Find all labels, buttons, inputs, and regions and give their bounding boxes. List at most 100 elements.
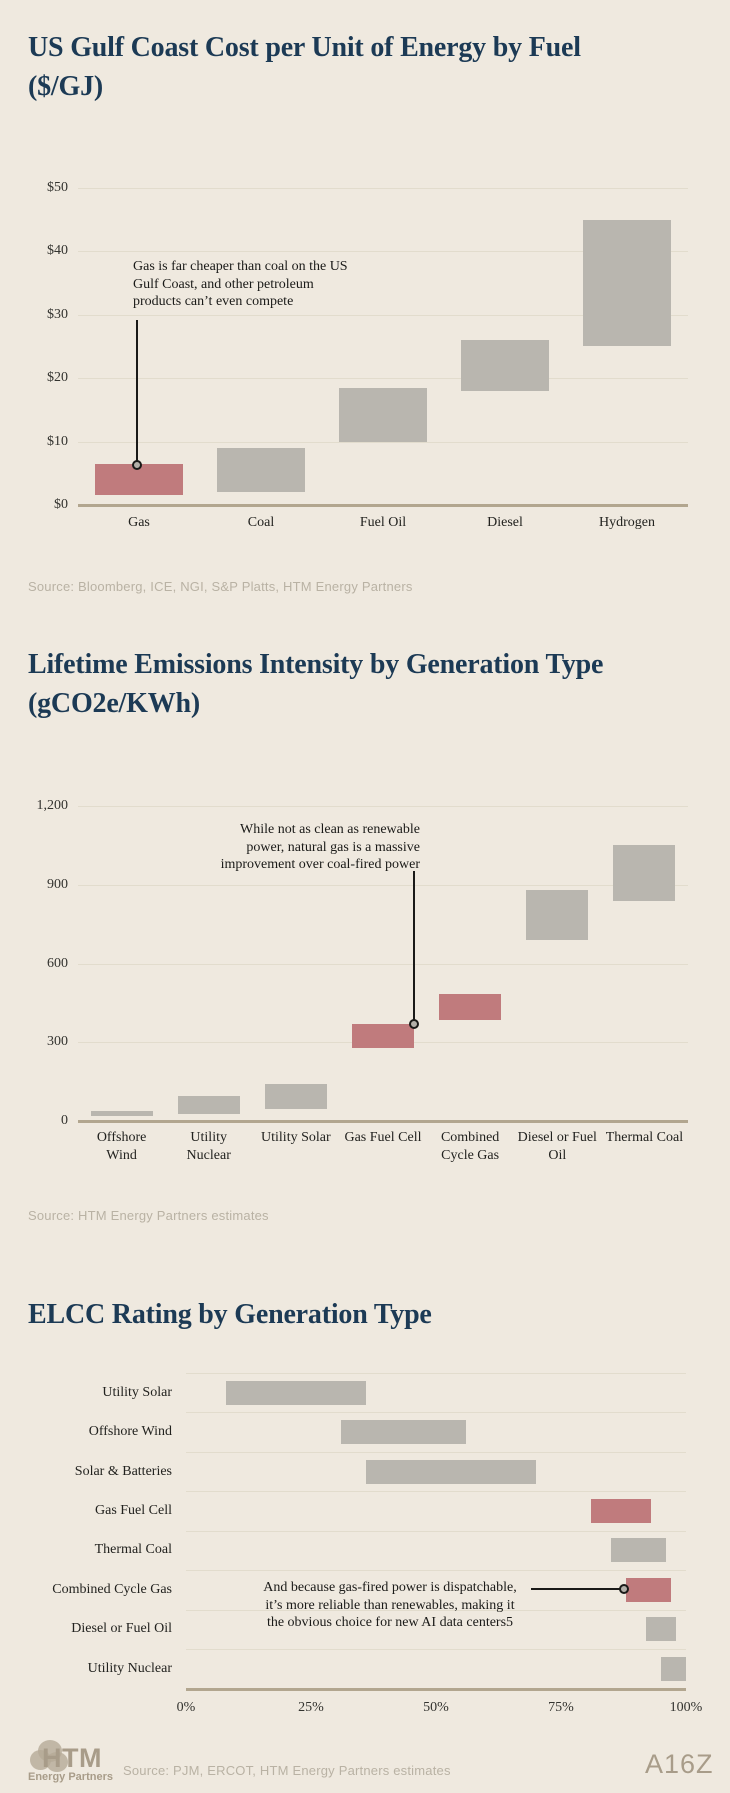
chart3-xtick-0: 0% (176, 1700, 196, 1715)
chart1-bar-fuel-oil (339, 387, 427, 442)
chart3-annotation-line2: it’s more reliable than renewables, maki… (265, 1597, 515, 1613)
chart3-annotation-connector-line (531, 1588, 621, 1590)
chart1-gridline-50 (78, 188, 688, 189)
chart1-annotation-line1: Gas is far cheaper than coal on the US (133, 259, 348, 274)
chart1-bar-diesel (461, 340, 549, 391)
chart1-gridline-20 (78, 378, 688, 380)
chart3-xtick-25: 25% (298, 1700, 324, 1715)
chart1-label-coal: Coal (247, 515, 275, 530)
chart3-row-separator-2 (186, 1451, 686, 1453)
chart3-bar-solar-batteries (366, 1459, 536, 1484)
chart2-label-thermal-coal: Thermal Coal (605, 1130, 684, 1145)
chart3-bar-gas-fuel-cell (591, 1499, 651, 1524)
chart1-ytick-40: $40 (47, 243, 68, 259)
chart2-annotation-line3: improvement over coal-fired power (220, 857, 420, 872)
chart3-annotation-line3: the obvious choice for new AI data cente… (266, 1615, 514, 1630)
chart3-bar-thermal-coal (611, 1538, 666, 1563)
chart1-label-hydrogen: Hydrogen (599, 515, 655, 530)
chart3-label-combined-cycle-gas: Combined Cycle Gas (52, 1581, 172, 1597)
chart2-annotation-line2: power, natural gas is a massive (246, 839, 420, 855)
chart2-bar-utility-nuclear (177, 1096, 240, 1115)
chart1-annotation-line3: products can’t even compete (133, 294, 294, 309)
chart3-bar-utility-nuclear (661, 1656, 686, 1681)
chart1-title-line1: US Gulf Coast Cost per Unit of Energy by… (28, 32, 581, 63)
chart3-zero-axis (186, 1687, 686, 1691)
chart2-label-gas-fuel-cell: Gas Fuel Cell (344, 1130, 422, 1145)
chart1-label-fuel-oil: Fuel Oil (359, 515, 407, 530)
chart2-bar-combined-cycle-gas (439, 993, 502, 1020)
chart3-annotation-line1: And because gas-fired power is dispatcha… (263, 1580, 517, 1595)
chart3-label-utility-nuclear: Utility Nuclear (87, 1660, 172, 1676)
chart1-bar-coal (217, 447, 305, 493)
chart1-annotation-marker (132, 460, 142, 470)
chart3-title: ELCC Rating by Generation Type (28, 1295, 708, 1334)
chart1-bar-hydrogen (583, 219, 671, 347)
chart2-annotation-line1: While not as clean as renewable (240, 822, 420, 837)
chart3-label-gas-fuel-cell: Gas Fuel Cell (95, 1503, 172, 1519)
chart1-gridline-10 (78, 441, 688, 443)
chart2-gridline-600 (78, 963, 688, 965)
chart2-ytick-1200: 1,200 (36, 798, 69, 813)
chart1-ytick-30: $30 (47, 306, 68, 322)
chart2-title-line2: (gCO2e/KWh) (28, 688, 201, 719)
chart3-bar-offshore-wind (341, 1420, 466, 1445)
chart1-ytick-20: $20 (47, 370, 68, 386)
chart3-annotation-marker (619, 1584, 629, 1594)
htm-logo-subtext: Energy Partners (28, 1771, 113, 1783)
chart3-xtick-100: 100% (669, 1700, 703, 1715)
chart1-ytick-0: $0 (54, 497, 68, 512)
chart1-ytick-50: $50 (47, 180, 68, 195)
chart2-gridline-1200 (78, 806, 688, 807)
chart2-zero-axis (78, 1120, 688, 1123)
chart1-annotation-line2: Gulf Coast, and other petroleum (133, 276, 314, 292)
chart3-row-separator-3 (186, 1491, 686, 1493)
chart3-title-line1: ELCC Rating by Generation Type (28, 1299, 432, 1330)
chart1-annotation-connector-line (136, 320, 138, 462)
chart1-zero-axis (78, 504, 688, 507)
chart2-title: Lifetime Emissions Intensity by Generati… (28, 645, 708, 723)
chart2-label-utility-solar: Utility Solar (261, 1130, 331, 1145)
chart2-label-offshore-wind: Offshore Wind (96, 1130, 147, 1163)
chart2-ytick-300: 300 (47, 1034, 68, 1050)
chart2-annotation-marker (409, 1019, 419, 1029)
chart3-row-separator-7 (186, 1649, 686, 1651)
chart1-gridline-40 (78, 251, 688, 253)
chart2-annotation: While not as clean as renewable power, n… (160, 821, 420, 874)
chart2-bar-utility-solar (264, 1084, 327, 1110)
chart3-row-separator-6 (186, 1609, 686, 1611)
chart3-row-separator-1 (186, 1412, 686, 1414)
chart3-source: Source: PJM, ERCOT, HTM Energy Partners … (123, 1763, 451, 1778)
chart2-label-utility-nuclear: Utility Nuclear (186, 1130, 231, 1163)
chart3-bar-combined-cycle-gas (626, 1577, 671, 1602)
chart3-xtick-50: 50% (423, 1700, 449, 1715)
chart2-annotation-connector-line (413, 871, 415, 1020)
chart2-label-combined-cycle-gas: Combined Cycle Gas (440, 1130, 500, 1163)
chart1-title-line2: ($/GJ) (28, 71, 104, 102)
htm-energy-partners-logo: HTM Energy Partners (28, 1740, 125, 1786)
clover-icon (30, 1740, 70, 1774)
chart3-label-solar-batteries: Solar & Batteries (74, 1463, 172, 1479)
chart3-bar-utility-solar (226, 1380, 366, 1405)
chart1-gridline-30 (78, 314, 688, 316)
chart3-row-separator-4 (186, 1530, 686, 1532)
chart1-source: Source: Bloomberg, ICE, NGI, S&P Platts,… (28, 579, 413, 594)
chart2-bar-gas-fuel-cell (352, 1023, 414, 1048)
chart3-bar-diesel-or-fuel-oil (646, 1617, 676, 1642)
chart1-title: US Gulf Coast Cost per Unit of Energy by… (28, 28, 708, 106)
chart2-ytick-900: 900 (47, 876, 68, 892)
chart3-label-utility-solar: Utility Solar (102, 1384, 172, 1400)
chart2-gridline-900 (78, 884, 688, 886)
chart2-ytick-600: 600 (47, 955, 68, 971)
chart1-annotation: Gas is far cheaper than coal on the US G… (133, 258, 403, 311)
chart2-label-diesel-or-fuel-oil: Diesel or Fuel Oil (517, 1130, 597, 1163)
chart2-source: Source: HTM Energy Partners estimates (28, 1208, 269, 1223)
chart3-annotation: And because gas-fired power is dispatcha… (230, 1579, 550, 1632)
chart3-label-diesel-or-fuel-oil: Diesel or Fuel Oil (71, 1621, 172, 1637)
chart2-bar-diesel-or-fuel-oil (526, 890, 589, 940)
chart2-ytick-0: 0 (61, 1113, 68, 1128)
chart3-row-separator-0 (186, 1373, 686, 1374)
chart3-xtick-75: 75% (548, 1700, 574, 1715)
chart1-label-gas: Gas (128, 515, 150, 530)
chart2-title-line1: Lifetime Emissions Intensity by Generati… (28, 649, 604, 680)
